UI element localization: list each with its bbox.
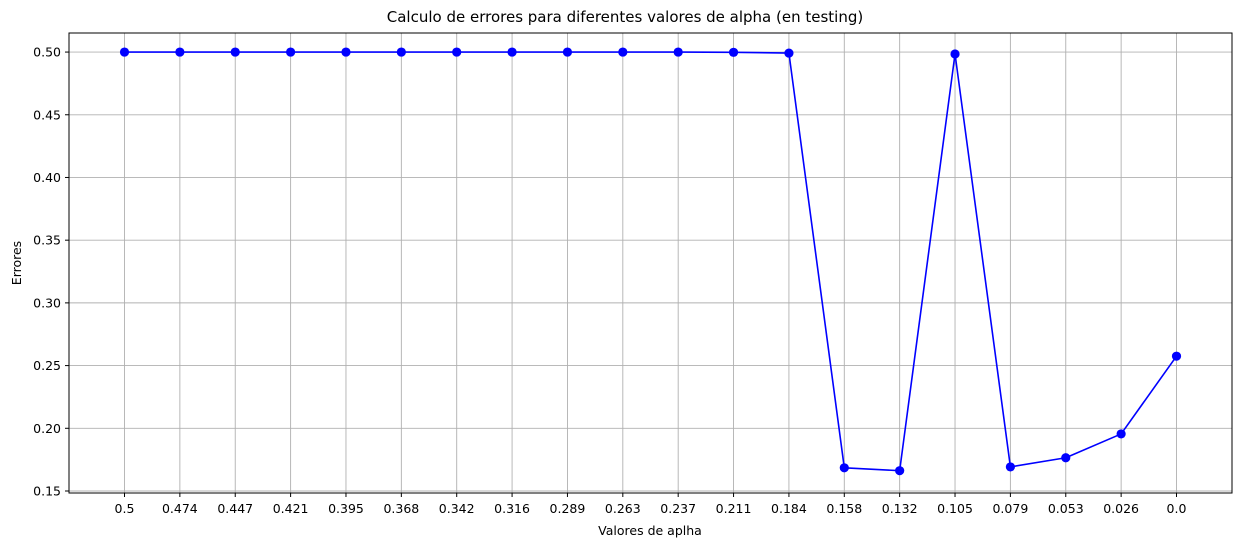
x-tick-label: 0.5: [115, 501, 135, 516]
series-line: [124, 51, 1178, 472]
y-tick-label: 0.15: [33, 483, 61, 498]
x-tick-label: 0.237: [660, 501, 696, 516]
data-point: [175, 47, 185, 57]
data-point: [895, 466, 905, 476]
series: [119, 47, 1182, 476]
axes-frame: [68, 32, 1233, 494]
y-tick-label: 0.30: [33, 295, 61, 310]
data-point: [839, 463, 849, 473]
x-tick-label: 0.316: [494, 501, 530, 516]
x-tick-label: 0.368: [383, 501, 419, 516]
x-tick-label: 0.184: [771, 501, 807, 516]
x-tick-label: 0.132: [882, 501, 918, 516]
data-point: [673, 47, 683, 57]
data-point: [728, 47, 739, 57]
data-point: [1005, 462, 1015, 472]
data-point: [507, 47, 517, 57]
data-point: [1061, 453, 1071, 463]
data-point: [562, 47, 573, 57]
data-point: [950, 49, 960, 59]
x-tick-label: 0.421: [273, 501, 309, 516]
x-tick-label: 0.447: [217, 501, 253, 516]
x-axis-ticks: 0.5 0.474 0.447 0.421 0.395 0.368 0.342 0.316 0.…: [115, 493, 1187, 516]
data-point: [1116, 429, 1126, 439]
data-point: [341, 47, 351, 57]
x-axis-label: Valores de aplha: [598, 523, 702, 538]
x-tick-label: 0.263: [605, 501, 641, 516]
x-tick-label: 0.0: [1167, 501, 1187, 516]
x-tick-label: 0.395: [328, 501, 364, 516]
x-tick-label: 0.053: [1048, 501, 1084, 516]
y-axis-ticks: 0.15 0.20 0.25 0.30 0.35 0.40 0.45 0.50: [33, 45, 69, 498]
y-tick-label: 0.50: [33, 45, 61, 60]
x-tick-label: 0.342: [439, 501, 475, 516]
x-tick-label: 0.026: [1103, 501, 1139, 516]
y-tick-label: 0.40: [33, 170, 61, 185]
x-tick-label: 0.289: [550, 501, 586, 516]
data-point: [396, 47, 406, 57]
plot-frame: [68, 32, 1233, 494]
data-point: [286, 47, 296, 57]
y-tick-label: 0.20: [33, 421, 61, 436]
y-axis-label: Errores: [9, 241, 24, 285]
chart-title: Calculo de errores para diferentes valor…: [387, 8, 863, 26]
data-point: [230, 47, 240, 57]
x-tick-label: 0.158: [826, 501, 862, 516]
data-point: [119, 47, 130, 57]
x-tick-label: 0.105: [937, 501, 973, 516]
y-tick-label: 0.25: [33, 358, 61, 373]
data-point: [1171, 351, 1182, 361]
data-point: [784, 48, 794, 58]
x-tick-label: 0.474: [162, 501, 198, 516]
grid: [69, 33, 1232, 493]
data-point: [618, 47, 628, 57]
x-tick-label: 0.211: [716, 501, 752, 516]
data-point: [452, 47, 462, 57]
y-tick-label: 0.35: [33, 233, 61, 248]
y-tick-label: 0.45: [33, 107, 61, 122]
x-tick-label: 0.079: [992, 501, 1028, 516]
